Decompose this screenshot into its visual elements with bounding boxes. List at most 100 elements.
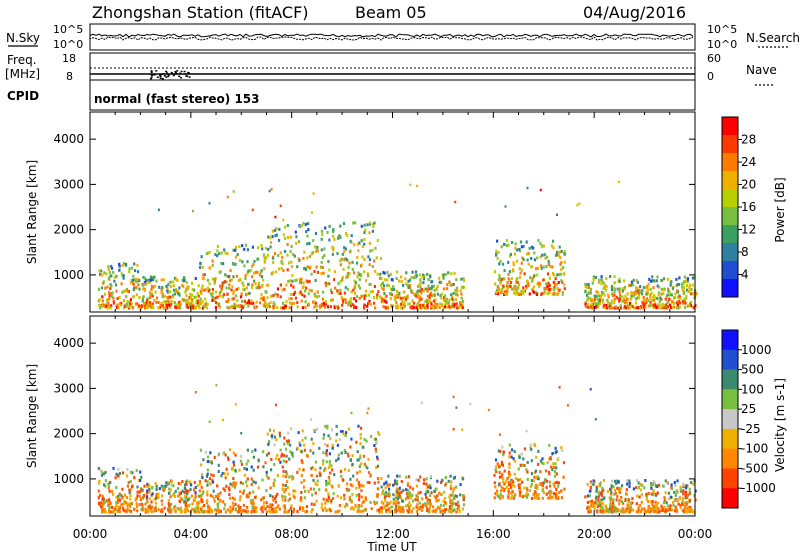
echo-cell [560,250,563,253]
echo-cell [321,233,324,237]
echo-cell [523,494,526,498]
echo-cell [669,303,672,307]
echo-cell [308,266,311,270]
echo-cell [236,299,239,303]
echo-cell [407,510,410,514]
echo-cell [163,485,166,488]
echo-cell [353,271,356,275]
echo-cell [325,509,328,513]
echo-cell [277,504,280,508]
echo-cell [495,249,498,253]
echo-cell [211,287,214,291]
echo-cell [459,493,462,497]
echo-cell [359,470,362,473]
echo-cell [531,277,534,281]
echo-cell [327,499,330,503]
echo-cell [379,283,382,287]
echo-cell [500,475,503,479]
echo-cell [297,431,300,435]
echo-cell [525,468,528,472]
echo-cell [287,498,290,502]
echo-cell [597,502,600,506]
echo-cell [320,506,323,510]
echo-cell [602,291,605,295]
echo-cell [381,492,384,495]
echo-cell [369,290,372,294]
echo-cell [563,287,566,291]
echo-cell [677,300,680,303]
echo-cell [272,482,275,486]
echo-cell [176,507,180,511]
colorbar-swatch [722,207,738,226]
echo-cell [383,271,386,275]
echo-cell [109,287,112,291]
echo-cell [586,500,589,504]
echo-cell [508,465,511,469]
echo-cell [455,286,458,290]
echo-cell [190,295,193,299]
echo-cell [126,289,129,293]
echo-cell [679,488,682,492]
echo-cell [205,252,208,256]
echo-cell [532,285,535,289]
echo-cell [609,275,612,278]
echo-cell [233,302,236,306]
echo-cell [411,305,414,308]
echo-cell [186,492,189,496]
echo-cell [313,245,317,249]
echo-cell [210,473,213,477]
echo-cell [106,298,109,302]
echo-cell [214,306,217,310]
echo-cell [268,505,271,509]
echo-cell [626,479,629,483]
echo-cell [265,470,268,474]
echo-cell [107,503,110,507]
echo-cell [518,456,521,459]
echo-cell [176,487,180,490]
echo-cell [284,304,288,308]
echo-cell [107,276,110,280]
echo-cell [553,288,556,291]
echo-cell [129,505,132,509]
echo-cell [197,504,200,508]
echo-cell [544,256,547,260]
echo-cell [626,304,629,308]
echo-cell [496,489,499,493]
echo-cell [170,508,173,512]
echo-cell [206,483,209,487]
echo-cell [310,474,313,477]
echo-cell [614,489,617,492]
echo-cell [357,249,360,253]
echo-cell [316,290,319,294]
echo-cell [600,500,603,504]
echo-cell [198,500,201,504]
echo-cell [165,481,168,485]
echo-cell [610,492,613,496]
echo-cell [397,505,400,509]
echo-cell [665,295,668,299]
echo-cell [613,290,616,294]
echo-cell [610,302,613,306]
echo-cell [688,487,691,491]
echo-cell [103,510,106,514]
echo-cell [152,306,155,310]
echo-cell [462,497,465,501]
echo-cell [169,305,172,309]
echo-cell [186,509,189,513]
echo-cell [626,503,629,507]
echo-cell [343,250,346,254]
echo-cell [320,248,323,252]
echo-cell [448,510,451,514]
echo-cell [311,251,314,255]
echo-cell [157,208,160,212]
echo-cell [449,501,452,504]
echo-cell [541,496,544,500]
echo-cell [325,284,328,288]
echo-cell [684,496,687,500]
echo-cell [622,306,625,310]
echo-cell [640,500,643,504]
echo-cell [287,279,290,283]
echo-cell [201,500,204,504]
echo-cell [184,501,187,504]
echo-cell [384,278,387,282]
